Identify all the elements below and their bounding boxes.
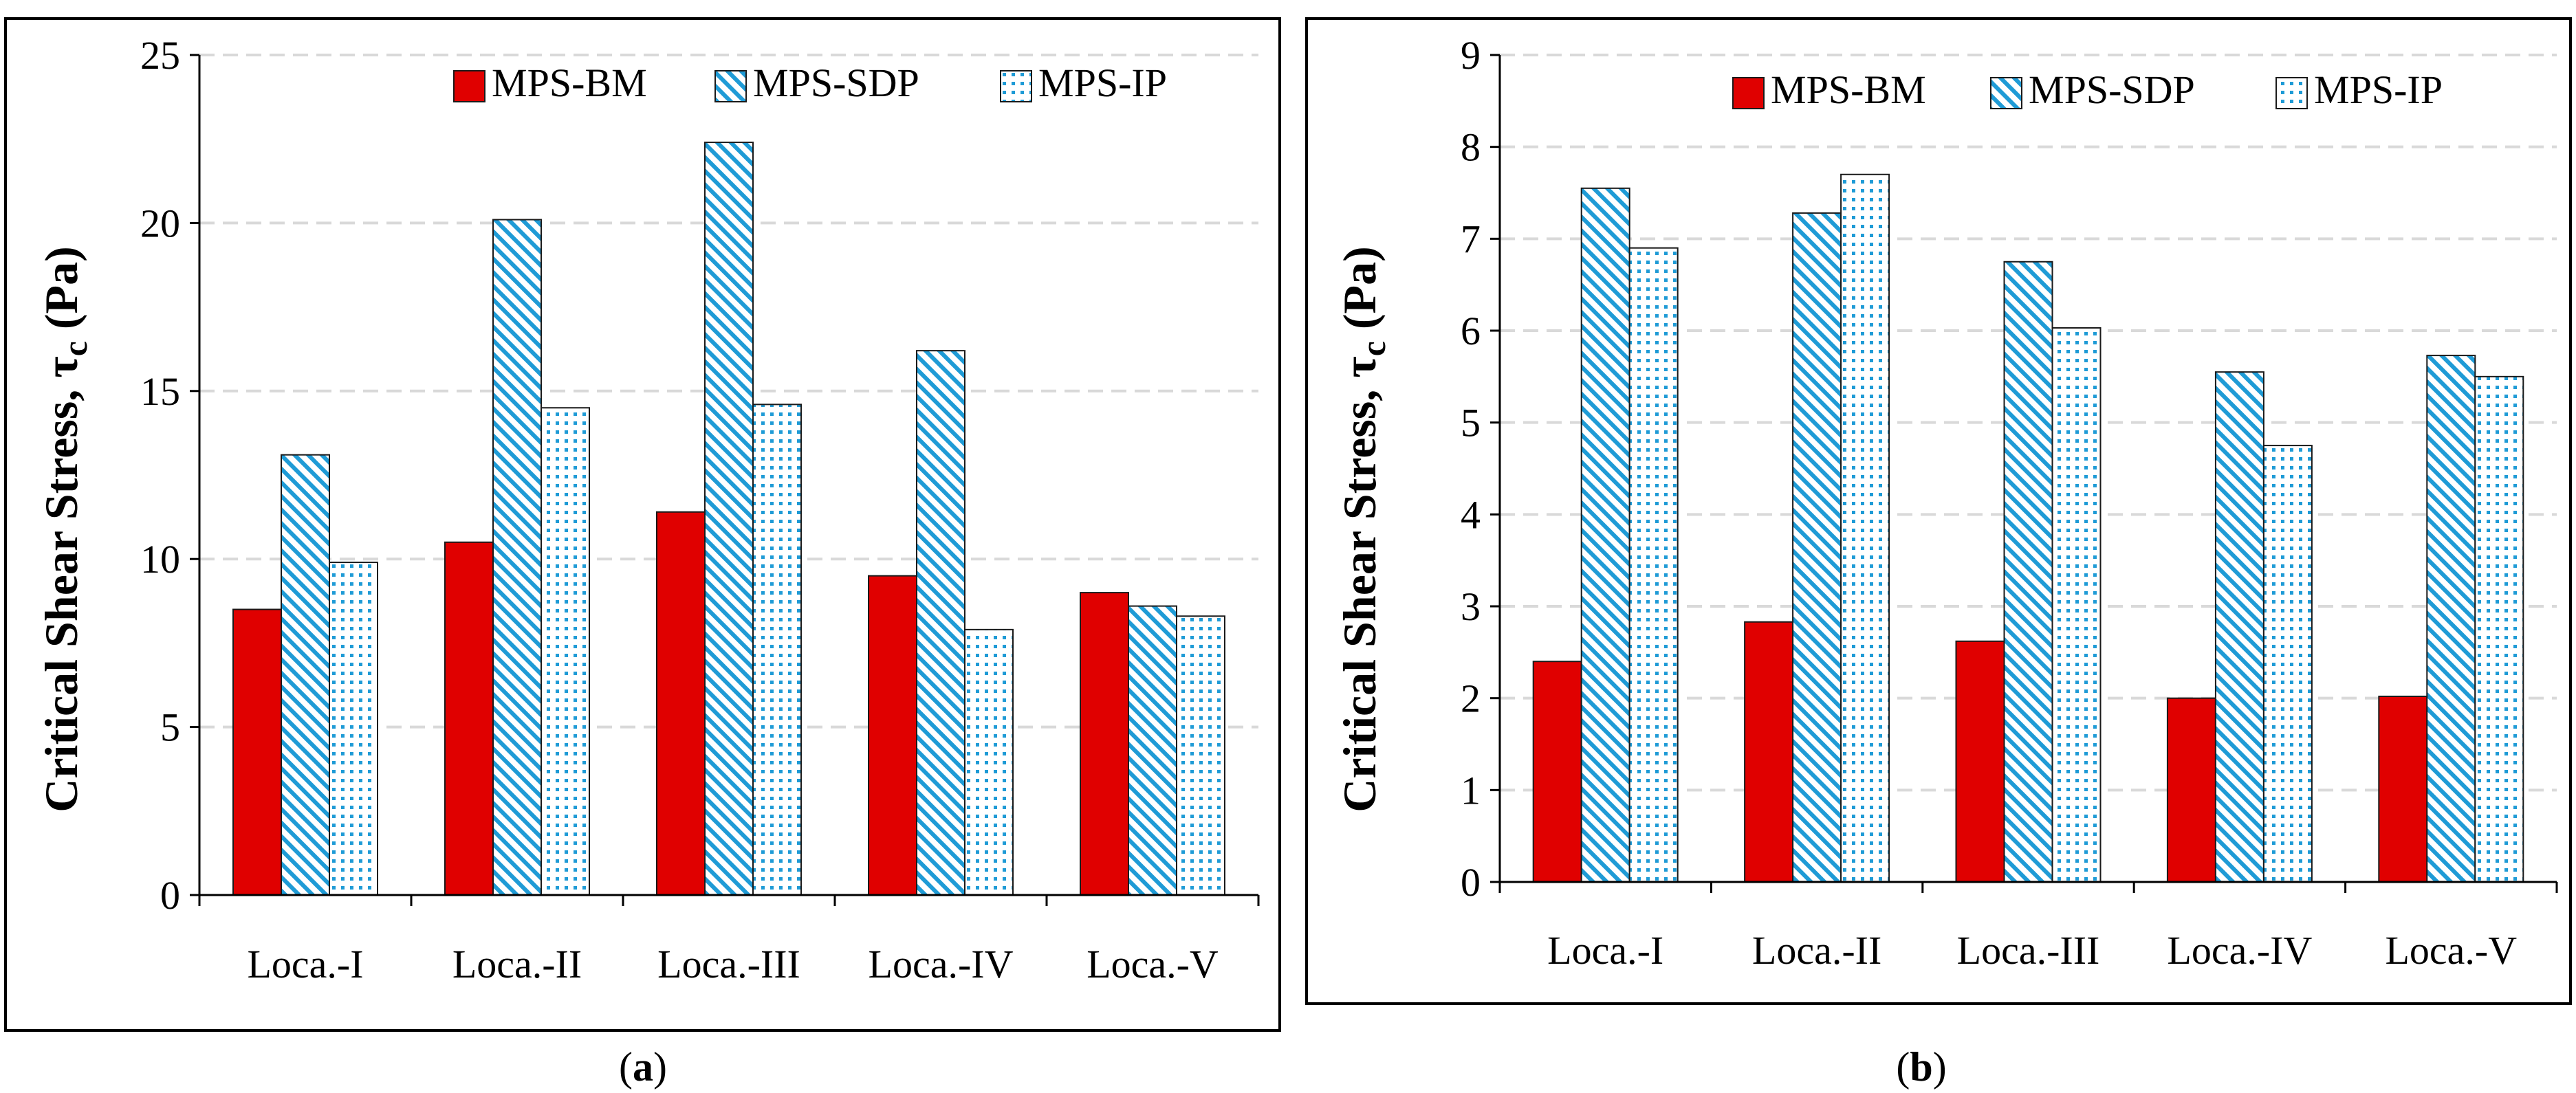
x-category-label: Loca.-V	[2385, 928, 2517, 973]
legend-swatch	[1990, 77, 2022, 109]
y-tick-label: 0	[1461, 860, 1481, 905]
legend-item-mps-ip: MPS-IP	[2275, 67, 2443, 112]
y-tick-label: 3	[1461, 584, 1481, 629]
legend-item-mps-sdp: MPS-SDP	[1990, 67, 2195, 112]
legend: MPS-BM MPS-SDP MPS-IP	[453, 60, 1167, 105]
bar-mps-sdp-3	[704, 142, 754, 896]
x-category-label: Loca.-IV	[2167, 928, 2312, 973]
legend-swatch	[1732, 77, 1765, 109]
y-tick-labels: 0 5 10 15 20 25	[140, 33, 180, 918]
x-category-label: Loca.-III	[657, 942, 800, 986]
bar-mps-sdp-1	[281, 454, 330, 896]
bar-mps-sdp-4	[916, 350, 965, 896]
bar-mps-sdp-3	[2003, 261, 2053, 883]
panel-caption: (b)	[1896, 1044, 1946, 1090]
bar-mps-ip-3	[2051, 327, 2102, 883]
axes	[190, 54, 1260, 906]
x-category-label: Loca.-I	[1547, 928, 1663, 973]
legend-swatch	[1000, 70, 1032, 102]
legend-item-mps-bm: MPS-BM	[453, 60, 647, 105]
bar-mps-bm-3	[656, 511, 706, 896]
bars	[232, 142, 1225, 896]
bar-mps-sdp-5	[2426, 355, 2476, 883]
bar-mps-bm-1	[1532, 661, 1582, 883]
legend-swatch	[453, 70, 485, 102]
legend-swatch	[2275, 77, 2308, 109]
bar-mps-bm-1	[232, 608, 282, 896]
axes	[1490, 54, 2558, 893]
legend-label: MPS-IP	[1038, 60, 1167, 105]
bar-mps-sdp-4	[2214, 371, 2264, 883]
y-tick-label: 0	[160, 873, 180, 918]
y-tick-label: 9	[1461, 33, 1481, 78]
panel-a-frame	[4, 17, 1281, 1032]
legend-swatch	[714, 70, 747, 102]
bar-mps-ip-1	[329, 562, 378, 896]
x-category-label: Loca.-II	[1752, 928, 1881, 973]
bar-mps-sdp-1	[1580, 187, 1630, 883]
y-tick-label: 4	[1461, 492, 1481, 537]
legend-item-mps-sdp: MPS-SDP	[714, 60, 919, 105]
y-tick-labels: 0 1 2 3 4 5 6 7 8 9	[1461, 33, 1481, 905]
bar-mps-bm-2	[1744, 621, 1794, 883]
x-category-label: Loca.-II	[452, 942, 582, 986]
bar-mps-bm-2	[444, 541, 494, 896]
x-category-labels: Loca.-I Loca.-II Loca.-III Loca.-IV Loca.-V	[1547, 928, 2517, 973]
y-tick-label: 7	[1461, 217, 1481, 261]
bar-mps-bm-5	[1080, 592, 1129, 896]
bar-mps-ip-5	[2474, 375, 2524, 883]
legend-label: MPS-SDP	[753, 60, 919, 105]
legend: MPS-BM MPS-SDP MPS-IP	[1732, 67, 2443, 112]
x-category-label: Loca.-III	[1957, 928, 2100, 973]
bar-mps-bm-4	[868, 575, 917, 896]
legend-label: MPS-IP	[2314, 67, 2443, 112]
y-axis-label: Critical Shear Stress, τc (Pa)	[1333, 246, 1393, 812]
y-tick-label: 20	[140, 201, 180, 245]
y-tick-label: 10	[140, 537, 180, 582]
bar-mps-ip-5	[1176, 615, 1225, 896]
y-tick-label: 5	[1461, 401, 1481, 445]
y-tick-label: 5	[160, 705, 180, 750]
y-tick-label: 2	[1461, 676, 1481, 721]
x-category-label: Loca.-I	[247, 942, 363, 986]
bar-mps-bm-4	[2166, 697, 2216, 883]
y-tick-label: 1	[1461, 768, 1481, 813]
panel-b-frame	[1305, 17, 2572, 1005]
y-axis-label: Critical Shear Stress, τc (Pa)	[35, 246, 94, 812]
y-tick-label: 6	[1461, 309, 1481, 353]
bar-mps-ip-1	[1628, 247, 1679, 883]
bar-mps-ip-3	[752, 404, 802, 896]
x-category-label: Loca.-V	[1087, 942, 1219, 986]
bar-mps-ip-4	[2262, 445, 2313, 883]
legend-item-mps-bm: MPS-BM	[1732, 67, 1926, 112]
y-tick-label: 8	[1461, 125, 1481, 170]
legend-label: MPS-SDP	[2029, 67, 2195, 112]
bar-mps-ip-2	[1840, 173, 1890, 883]
legend-item-mps-ip: MPS-IP	[1000, 60, 1167, 105]
bars	[1532, 173, 2524, 883]
bar-mps-sdp-5	[1128, 605, 1177, 896]
y-tick-label: 15	[140, 369, 180, 414]
bar-mps-bm-5	[2378, 695, 2428, 883]
bar-mps-ip-4	[964, 628, 1014, 896]
bar-mps-sdp-2	[492, 219, 542, 896]
legend-label: MPS-BM	[1771, 67, 1926, 112]
x-category-labels: Loca.-I Loca.-II Loca.-III Loca.-IV Loca.-V	[247, 942, 1218, 986]
bar-mps-bm-3	[1955, 640, 2005, 883]
bar-mps-ip-2	[541, 407, 590, 896]
x-category-label: Loca.-IV	[869, 942, 1014, 986]
bar-mps-sdp-2	[1792, 212, 1842, 883]
y-tick-label: 25	[140, 33, 180, 78]
legend-label: MPS-BM	[492, 60, 647, 105]
panel-caption: (a)	[619, 1044, 667, 1090]
